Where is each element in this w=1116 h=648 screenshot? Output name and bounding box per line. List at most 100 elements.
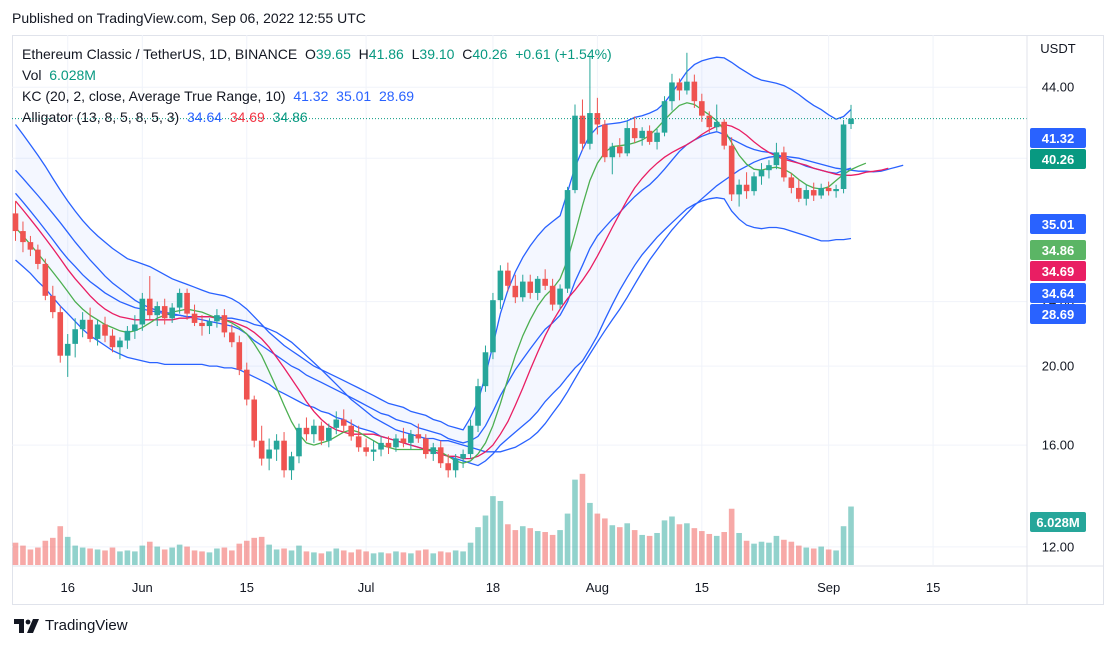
candle[interactable] <box>266 438 272 471</box>
candle[interactable] <box>505 262 511 292</box>
legend-volume-row[interactable]: Vol 6.028M <box>22 67 96 83</box>
candle[interactable] <box>460 449 466 468</box>
candle[interactable] <box>751 172 757 196</box>
legend-kc-row[interactable]: KC (20, 2, close, Average True Range, 10… <box>22 88 415 104</box>
candle[interactable] <box>400 427 407 448</box>
candle[interactable] <box>340 409 347 433</box>
candle[interactable] <box>154 301 161 327</box>
candle[interactable] <box>385 436 392 455</box>
candle[interactable] <box>587 55 593 150</box>
candle[interactable] <box>124 326 131 349</box>
candle[interactable] <box>87 307 93 343</box>
candle[interactable] <box>273 434 280 461</box>
candle[interactable] <box>512 274 519 304</box>
candle[interactable] <box>102 316 108 343</box>
candle[interactable] <box>706 111 713 133</box>
candle[interactable] <box>370 440 377 461</box>
candle[interactable] <box>825 181 832 196</box>
candle[interactable] <box>728 137 735 201</box>
candle[interactable] <box>355 425 362 452</box>
candle[interactable] <box>430 442 437 461</box>
candle[interactable] <box>796 179 802 203</box>
candle[interactable] <box>184 288 190 320</box>
candle[interactable] <box>393 434 399 452</box>
candle[interactable] <box>646 125 653 145</box>
candle[interactable] <box>818 183 824 199</box>
candle[interactable] <box>713 104 720 131</box>
candle[interactable] <box>333 411 340 435</box>
symbol-name[interactable]: Ethereum Classic / TetherUS, 1D, BINANCE <box>22 46 298 62</box>
candle[interactable] <box>146 276 153 320</box>
candle[interactable] <box>139 292 146 331</box>
candle[interactable] <box>191 304 198 327</box>
candle[interactable] <box>609 142 616 175</box>
candle[interactable] <box>296 423 302 464</box>
candle[interactable] <box>251 395 258 448</box>
candle[interactable] <box>736 179 742 207</box>
candle[interactable] <box>743 172 750 199</box>
candle[interactable] <box>206 318 213 335</box>
candle[interactable] <box>20 221 26 253</box>
candle[interactable] <box>810 182 817 201</box>
candle[interactable] <box>94 319 101 346</box>
candle[interactable] <box>661 96 668 137</box>
candle[interactable] <box>318 421 325 446</box>
candle[interactable] <box>840 120 847 194</box>
candle[interactable] <box>423 434 429 459</box>
candle[interactable] <box>534 276 541 301</box>
candle[interactable] <box>408 429 414 450</box>
candle[interactable] <box>27 235 34 257</box>
candle[interactable] <box>437 440 444 468</box>
candle[interactable] <box>691 74 698 108</box>
candle[interactable] <box>833 184 839 198</box>
candle[interactable] <box>72 318 78 358</box>
candle[interactable] <box>229 324 235 348</box>
candle[interactable] <box>303 417 310 441</box>
candle[interactable] <box>639 127 645 146</box>
candle[interactable] <box>490 292 496 360</box>
candle[interactable] <box>236 335 243 376</box>
candle[interactable] <box>721 119 727 150</box>
candle[interactable] <box>35 244 41 270</box>
candle[interactable] <box>631 116 638 143</box>
candle[interactable] <box>616 138 623 158</box>
candle[interactable] <box>363 438 369 457</box>
candle[interactable] <box>169 303 175 323</box>
candle[interactable] <box>467 419 474 459</box>
candle[interactable] <box>579 99 586 151</box>
candle[interactable] <box>624 120 631 157</box>
candle[interactable] <box>79 312 86 338</box>
candle[interactable] <box>415 423 422 443</box>
candle[interactable] <box>684 52 690 95</box>
candle[interactable] <box>452 454 459 478</box>
candle[interactable] <box>117 337 123 360</box>
candle[interactable] <box>176 288 183 314</box>
candle[interactable] <box>527 274 534 299</box>
candle[interactable] <box>214 309 220 328</box>
candle[interactable] <box>161 298 168 325</box>
candle[interactable] <box>281 432 287 478</box>
candle[interactable] <box>497 265 504 310</box>
candle[interactable] <box>221 309 228 338</box>
candle[interactable] <box>564 186 571 293</box>
candle[interactable] <box>288 451 295 480</box>
candle[interactable] <box>676 78 683 101</box>
candle[interactable] <box>326 423 332 448</box>
candle[interactable] <box>445 454 451 478</box>
candle[interactable] <box>258 425 265 466</box>
candle[interactable] <box>557 284 563 310</box>
candle[interactable] <box>311 419 317 443</box>
candle[interactable] <box>758 163 765 185</box>
candle[interactable] <box>788 173 795 194</box>
candle[interactable] <box>781 146 787 182</box>
candle[interactable] <box>132 315 138 339</box>
candle[interactable] <box>378 436 384 457</box>
candle[interactable] <box>669 73 675 111</box>
candle[interactable] <box>50 285 56 319</box>
candle[interactable] <box>773 142 780 170</box>
candle[interactable] <box>348 419 354 441</box>
candle[interactable] <box>766 160 772 179</box>
candle[interactable] <box>482 345 489 392</box>
candle[interactable] <box>542 269 548 291</box>
candle[interactable] <box>109 329 116 353</box>
